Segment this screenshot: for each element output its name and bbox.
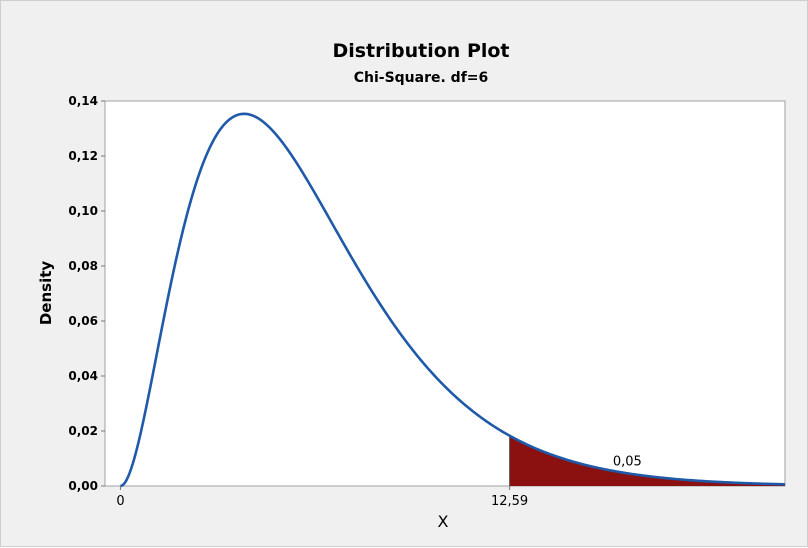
chart-subtitle: Chi-Square. df=6 [354, 70, 489, 86]
tail-probability-label: 0,05 [613, 454, 642, 469]
y-tick-label: 0,10 [68, 204, 98, 218]
x-tick-label: 0 [116, 494, 124, 509]
chart-title: Distribution Plot [332, 40, 509, 62]
tail-area [509, 435, 785, 486]
y-tick-label: 0,08 [68, 259, 98, 273]
y-tick-label: 0,12 [68, 149, 98, 163]
x-axis-label: X [438, 512, 449, 531]
y-tick-label: 0,04 [68, 369, 98, 383]
density-curve [120, 112, 786, 488]
plot-area [104, 100, 786, 487]
y-tick-label: 0,14 [68, 94, 98, 108]
y-tick-label: 0,02 [68, 424, 98, 438]
y-tick-label: 0,00 [68, 479, 98, 493]
y-axis-label: Density [37, 261, 55, 326]
y-tick-label: 0,06 [68, 314, 98, 328]
x-tick-label: 12,59 [491, 494, 528, 509]
